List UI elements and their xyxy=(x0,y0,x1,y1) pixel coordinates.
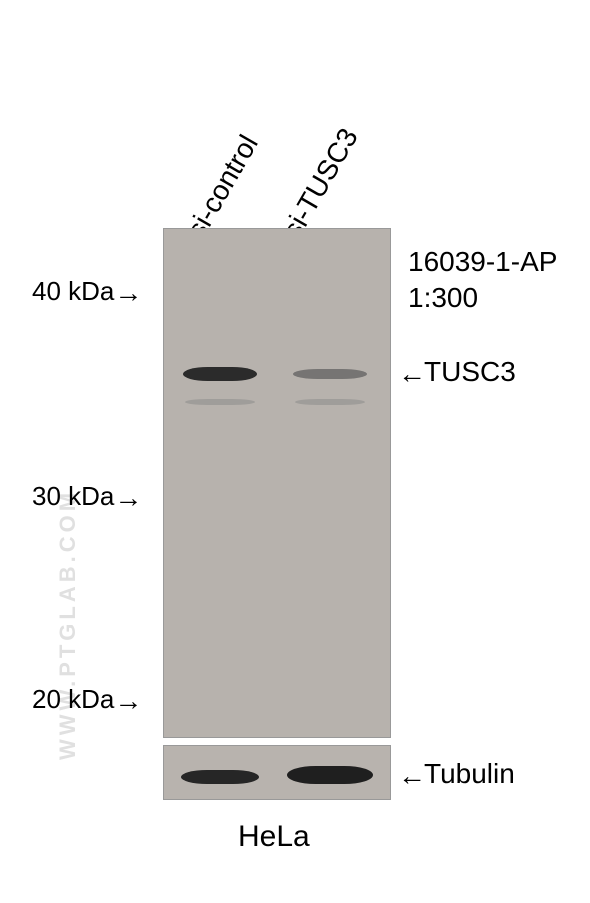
blot-membrane-tubulin xyxy=(163,745,391,800)
band-tusc3-kd xyxy=(293,369,367,379)
band-tubulin-kd xyxy=(287,766,373,784)
blot-membrane-main xyxy=(163,228,391,738)
mw-marker-30: 30 kDa→ xyxy=(32,481,140,512)
band-tusc3-control xyxy=(183,367,257,381)
arrow-left-icon: ← xyxy=(398,360,424,388)
lane-label-kd: si-TUSC3 xyxy=(276,123,364,244)
cell-line-label: HeLa xyxy=(238,820,310,854)
band-tubulin-control xyxy=(181,770,259,784)
western-blot-figure: WWW.PTGLAB.COM si-control si-TUSC3 16039… xyxy=(0,0,590,903)
band-faint-control xyxy=(185,399,255,405)
watermark-text: WWW.PTGLAB.COM xyxy=(55,489,81,760)
arrow-right-icon: → xyxy=(114,279,140,307)
arrow-left-icon: ← xyxy=(398,762,424,790)
mw-marker-20: 20 kDa→ xyxy=(32,684,140,715)
arrow-right-icon: → xyxy=(114,484,140,512)
arrow-right-icon: → xyxy=(114,687,140,715)
target-label-tubulin: ←Tubulin xyxy=(398,758,515,790)
band-faint-kd xyxy=(295,399,365,405)
antibody-catalog: 16039-1-AP xyxy=(408,244,557,280)
antibody-dilution: 1:300 xyxy=(408,280,557,316)
target-label-tusc3: ←TUSC3 xyxy=(398,356,516,388)
antibody-info: 16039-1-AP 1:300 xyxy=(408,244,557,317)
lane-label-control: si-control xyxy=(180,130,265,244)
mw-marker-40: 40 kDa→ xyxy=(32,276,140,307)
